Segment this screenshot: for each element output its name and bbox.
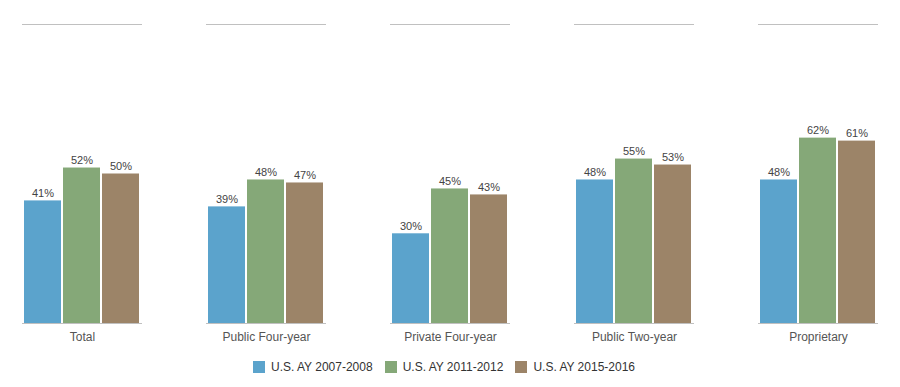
svg-text:Public Four-year: Public Four-year	[222, 330, 310, 344]
svg-text:43%: 43%	[478, 181, 500, 193]
html-text:U.S. AY 2007-2008: U.S. AY 2007-2008	[271, 360, 373, 374]
svg-text:39%: 39%	[216, 193, 238, 205]
svg-text:53%: 53%	[662, 151, 684, 163]
svg-text:30%: 30%	[400, 220, 422, 232]
svg-text:Proprietary: Proprietary	[789, 330, 848, 344]
svg-text:48%: 48%	[584, 166, 606, 178]
svg-text:48%: 48%	[768, 166, 790, 178]
svg-text:41%: 41%	[32, 187, 54, 199]
svg-text:61%: 61%	[846, 127, 868, 139]
svg-text:Public Two-year: Public Two-year	[592, 330, 677, 344]
svg-text:Total: Total	[70, 330, 95, 344]
svg-text:48%: 48%	[255, 166, 277, 178]
svg-text:45%: 45%	[439, 175, 461, 187]
svg-text:50%: 50%	[110, 160, 132, 172]
html-text:U.S. AY 2015-2016: U.S. AY 2015-2016	[533, 360, 635, 374]
svg-text:55%: 55%	[623, 145, 645, 157]
html-text:U.S. AY 2011-2012: U.S. AY 2011-2012	[402, 360, 504, 374]
svg-text:52%: 52%	[71, 154, 93, 166]
svg-text:62%: 62%	[807, 124, 829, 136]
svg-text:47%: 47%	[294, 169, 316, 181]
svg-text:Private Four-year: Private Four-year	[404, 330, 497, 344]
